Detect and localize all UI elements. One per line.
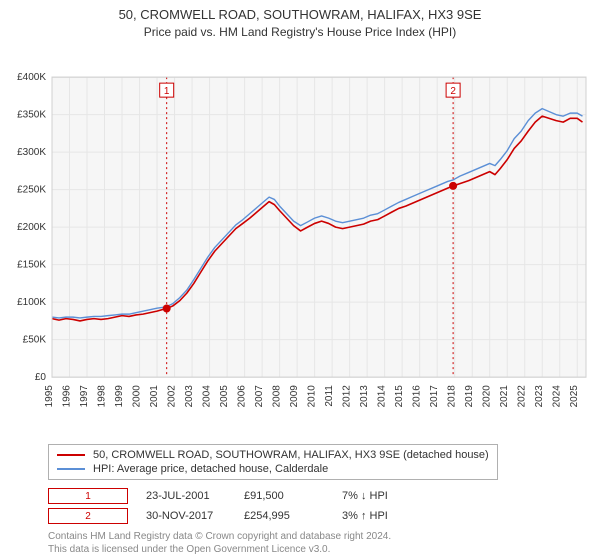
svg-text:2011: 2011	[324, 384, 335, 406]
svg-text:1998: 1998	[97, 384, 108, 407]
svg-text:2020: 2020	[482, 384, 493, 407]
svg-text:1: 1	[164, 86, 170, 97]
svg-text:£350K: £350K	[17, 109, 46, 120]
svg-text:2003: 2003	[184, 384, 195, 407]
sale-date: 30-NOV-2017	[146, 510, 226, 522]
svg-text:2001: 2001	[149, 384, 160, 407]
sale-delta: 7% ↓ HPI	[342, 490, 422, 502]
legend-swatch	[57, 468, 85, 470]
svg-text:2010: 2010	[307, 384, 318, 407]
svg-text:£100K: £100K	[17, 297, 46, 308]
license-line: Contains HM Land Registry data © Crown c…	[48, 530, 588, 543]
svg-text:2012: 2012	[342, 384, 353, 407]
svg-text:£300K: £300K	[17, 147, 46, 158]
svg-text:2009: 2009	[289, 384, 300, 407]
svg-text:2008: 2008	[272, 384, 283, 407]
svg-text:£250K: £250K	[17, 184, 46, 195]
svg-text:2023: 2023	[534, 384, 545, 407]
svg-text:£0: £0	[35, 372, 47, 383]
svg-text:2019: 2019	[464, 384, 475, 407]
table-row: 2 30-NOV-2017 £254,995 3% ↑ HPI	[48, 506, 588, 526]
svg-text:2022: 2022	[517, 384, 528, 407]
svg-text:2006: 2006	[237, 384, 248, 407]
svg-text:2: 2	[450, 86, 456, 97]
svg-text:2018: 2018	[447, 384, 458, 407]
legend-item-price-paid: 50, CROMWELL ROAD, SOUTHOWRAM, HALIFAX, …	[57, 449, 489, 461]
license-text: Contains HM Land Registry data © Crown c…	[48, 530, 588, 556]
svg-text:2000: 2000	[132, 384, 143, 407]
chart-plot-area: £0 £50K £100K £150K £200K £250K £300K £350K £400…	[8, 44, 592, 438]
title-main: 50, CROMWELL ROAD, SOUTHOWRAM, HALIFAX, …	[8, 6, 592, 24]
sale-marker-badge: 1	[48, 488, 128, 504]
sale-marker-badge: 2	[48, 508, 128, 524]
svg-text:2014: 2014	[377, 384, 388, 407]
svg-text:2024: 2024	[552, 384, 563, 407]
legend-swatch	[57, 454, 85, 456]
svg-text:£200K: £200K	[17, 222, 46, 233]
svg-text:2021: 2021	[499, 384, 510, 407]
svg-text:2017: 2017	[429, 384, 440, 407]
title-block: 50, CROMWELL ROAD, SOUTHOWRAM, HALIFAX, …	[8, 6, 592, 40]
legend-label: HPI: Average price, detached house, Cald…	[93, 463, 328, 475]
license-line: This data is licensed under the Open Gov…	[48, 543, 588, 556]
sale-price: £91,500	[244, 490, 324, 502]
sale-date: 23-JUL-2001	[146, 490, 226, 502]
chart-svg: £0 £50K £100K £150K £200K £250K £300K £350K £400…	[8, 44, 592, 438]
svg-text:2005: 2005	[219, 384, 230, 407]
title-sub: Price paid vs. HM Land Registry's House …	[8, 24, 592, 40]
svg-text:1999: 1999	[114, 384, 125, 407]
svg-text:£150K: £150K	[17, 259, 46, 270]
sale-delta: 3% ↑ HPI	[342, 510, 422, 522]
sales-table: 1 23-JUL-2001 £91,500 7% ↓ HPI 2 30-NOV-…	[48, 486, 588, 526]
svg-text:1995: 1995	[44, 384, 55, 407]
svg-text:£400K: £400K	[17, 72, 46, 83]
sale-price: £254,995	[244, 510, 324, 522]
svg-text:2007: 2007	[254, 384, 265, 407]
svg-text:2016: 2016	[412, 384, 423, 407]
svg-text:2025: 2025	[569, 384, 580, 407]
svg-text:£50K: £50K	[23, 334, 47, 345]
legend-item-hpi: HPI: Average price, detached house, Cald…	[57, 463, 489, 475]
svg-text:2002: 2002	[167, 384, 178, 407]
svg-text:1996: 1996	[62, 384, 73, 407]
chart-container: 50, CROMWELL ROAD, SOUTHOWRAM, HALIFAX, …	[0, 0, 600, 560]
svg-text:2013: 2013	[359, 384, 370, 407]
legend-label: 50, CROMWELL ROAD, SOUTHOWRAM, HALIFAX, …	[93, 449, 489, 461]
svg-text:1997: 1997	[79, 384, 90, 407]
legend: 50, CROMWELL ROAD, SOUTHOWRAM, HALIFAX, …	[48, 444, 498, 480]
svg-text:2015: 2015	[394, 384, 405, 407]
svg-text:2004: 2004	[202, 384, 213, 407]
table-row: 1 23-JUL-2001 £91,500 7% ↓ HPI	[48, 486, 588, 506]
